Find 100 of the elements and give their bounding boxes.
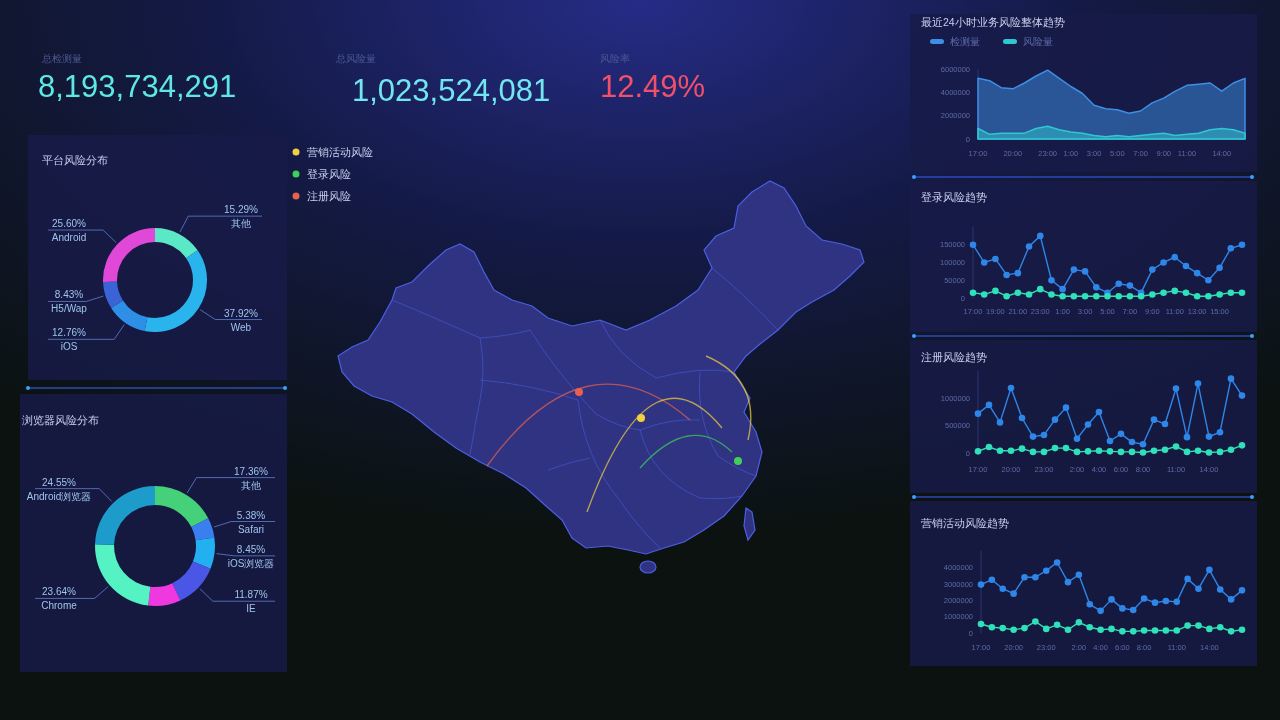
point [1205,276,1212,284]
point [1062,404,1070,411]
point [1194,380,1202,387]
chart-title: 登录风险趋势 [921,191,987,203]
point [985,401,993,409]
slice-label: Android [51,232,87,244]
point [1018,414,1026,422]
data-label: 15.29% [224,204,259,216]
point [1036,232,1044,240]
point [1092,284,1100,291]
point [1115,292,1123,300]
slice-label: Web [230,321,252,333]
point [969,289,977,296]
point [1193,292,1201,300]
point [1238,587,1246,594]
point [1025,291,1033,298]
point [974,448,982,455]
slice-label: Chrome [41,600,78,612]
point [1182,289,1190,296]
point [1206,625,1213,633]
donut-slice [192,537,215,569]
point [1238,241,1246,249]
point [1173,598,1181,606]
point [1150,447,1158,455]
point [1161,420,1169,428]
point [1227,289,1235,296]
point [1025,243,1033,250]
data-label: 23.64% [42,586,77,598]
data-label: 24.55% [42,476,77,488]
point [1216,448,1224,456]
point [1086,623,1094,631]
point [1064,626,1072,634]
point [980,291,988,298]
donut-slice [148,583,181,606]
data-label: 37.92% [224,307,259,319]
point [1139,449,1147,456]
point [1126,292,1134,300]
point [1108,596,1115,603]
data-label: 11.87% [234,589,268,601]
slice-label: iOS [60,341,78,353]
point [1227,375,1235,382]
point [969,241,977,249]
point [1128,438,1136,446]
point [1149,291,1156,298]
point [1172,385,1180,392]
point [1048,291,1055,298]
point [1053,621,1061,629]
point [1117,430,1125,438]
point [1183,433,1191,441]
point [1021,624,1028,632]
donut-slice [95,486,155,545]
point [1040,448,1048,456]
point [1129,628,1137,635]
point [1084,448,1092,455]
point [1227,628,1235,635]
point [1126,282,1134,289]
point [1051,444,1059,452]
point [1238,442,1246,449]
point [1206,566,1213,574]
point [1029,433,1037,440]
point [999,624,1007,632]
chart-title: 平台风险分布 [42,154,108,166]
point [1149,266,1156,273]
chart-title: 注册风险趋势 [921,351,987,363]
point [1036,285,1044,293]
point [1042,567,1050,574]
slice-label: 其他 [231,218,251,230]
point [996,419,1004,426]
point [1070,266,1078,273]
point [1195,622,1202,629]
donut-slice [155,228,198,259]
point [1216,586,1224,593]
point [1106,437,1114,445]
point [1081,268,1089,275]
point [1097,626,1104,634]
point [1182,262,1190,270]
point [977,581,985,588]
point [1014,289,1022,296]
legend-label: 登录风险 [307,168,351,180]
donut-slice [172,561,211,601]
point [1051,416,1059,423]
point [1075,619,1083,626]
chart-title: 最近24小时业务风险整体趋势 [921,16,1065,28]
point [1042,625,1050,633]
point [1108,625,1115,633]
point [992,287,999,295]
legend-label: 风险量 [1023,36,1053,47]
slice-label: Android浏览器 [26,490,92,502]
point [1007,447,1015,455]
point [1162,597,1170,605]
point [1140,595,1148,602]
point [1160,289,1167,296]
point [1184,622,1191,629]
point [1227,245,1235,252]
data-label: 8.43% [54,289,84,301]
point [1160,259,1167,266]
point [1151,627,1159,634]
point [974,410,982,417]
point [1115,280,1123,288]
point [1162,627,1170,634]
